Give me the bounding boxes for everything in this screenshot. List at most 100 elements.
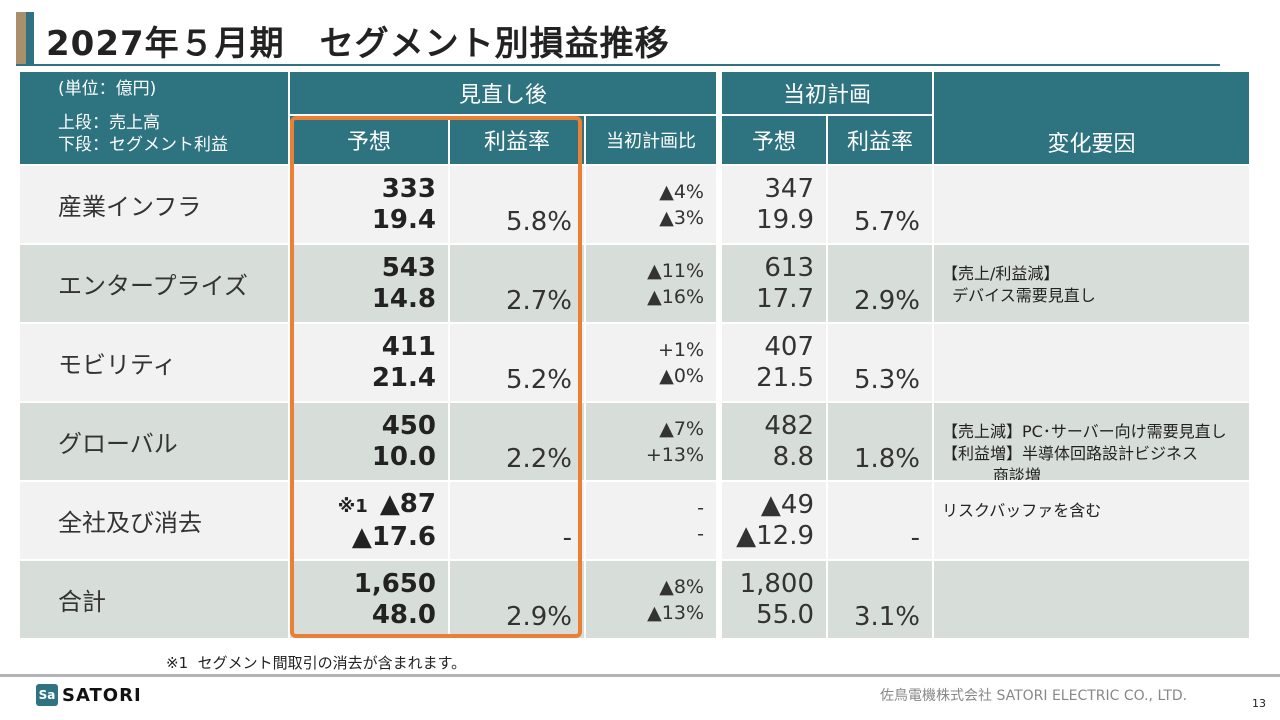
segment-name-cell: 全社及び消去 [20,482,288,559]
logo-text: SATORI [62,684,142,706]
footnote: ※1 セグメント間取引の消去が含まれます。 [166,654,467,672]
forecast-cell: 411 21.4 [290,324,448,401]
reason-cell [934,561,1249,638]
initial-margin-value: 5.3% [853,365,920,395]
forecast-sales: ▲87 [379,488,436,519]
forecast-profit: 21.4 [371,362,436,393]
margin-value: - [562,523,572,553]
initial-profit: ▲12.9 [736,520,814,551]
forecast-profit: 19.4 [371,204,436,235]
margin-value: 2.9% [505,602,572,632]
segment-name-cell: 産業インフラ [20,166,288,243]
col-reason-label: 変化要因 [1047,132,1136,157]
vs-plan-cell: ▲8% ▲13% [586,561,716,638]
vs-plan-cell: ▲11% ▲16% [586,245,716,322]
initial-forecast-cell: 1,800 55.0 [722,561,826,638]
initial-sales: 347 [764,173,814,204]
initial-margin-value: 3.1% [853,602,920,632]
footer-rule [0,674,1280,677]
title-accent [16,12,26,64]
title-rule [16,64,1220,66]
forecast-sales: 543 [381,252,436,283]
segment-name-cell: エンタープライズ [20,245,288,322]
initial-margin-value: 1.8% [853,444,920,474]
col-forecast-initial-header: 予想 [722,116,826,164]
initial-profit: 8.8 [772,441,814,472]
footnote-marker: ※1 [337,495,368,517]
title-bar: 2027年５月期 セグメント別損益推移 [16,10,1220,66]
initial-forecast-cell: 482 8.8 [722,403,826,480]
segment-name: 合計 [58,588,106,616]
reason-cell: 【売上減】PC･サーバー向け需要見直し 【利益増】半導体回路設計ビジネス 商談増 [934,403,1249,480]
vs-plan-sales: ▲11% [647,259,704,282]
margin-value: 5.2% [505,365,572,395]
initial-forecast-cell: 407 21.5 [722,324,826,401]
initial-sales: 482 [764,410,814,441]
margin-cell: 2.7% [450,245,584,322]
reason-cell: 【売上/利益減】 デバイス需要見直し [934,245,1249,322]
vs-plan-cell: ▲7% +13% [586,403,716,480]
initial-forecast-cell: 613 17.7 [722,245,826,322]
group-initial-label: 当初計画 [782,83,871,108]
margin-cell: 2.9% [450,561,584,638]
forecast-sales: 333 [381,173,436,204]
segment-name-cell: モビリティ [20,324,288,401]
segment-name: モビリティ [58,351,177,379]
vs-plan-profit: ▲13% [647,601,704,624]
col-forecast-header-label: 予想 [346,130,391,155]
forecast-cell: 1,650 48.0 [290,561,448,638]
unit-note-line: 上段：売上高 [58,113,160,133]
segment-name: 産業インフラ [58,193,202,221]
vs-plan-sales: +1% [657,338,704,361]
segment-name-cell: 合計 [20,561,288,638]
col-forecast-initial-header-label: 予想 [751,130,796,155]
initial-margin-value: 2.9% [853,286,920,316]
forecast-cell: 543 14.8 [290,245,448,322]
margin-cell: - [450,482,584,559]
vs-plan-sales: - [697,496,704,519]
margin-value: 5.8% [505,207,572,237]
margin-value: 2.2% [505,444,572,474]
col-margin-header-label: 利益率 [483,130,550,155]
initial-margin-value: - [910,523,920,553]
initial-profit: 55.0 [756,599,814,630]
forecast-cell: 450 10.0 [290,403,448,480]
vs-plan-profit: ▲3% [659,206,704,229]
col-vs-plan-header: 当初計画比 [586,116,716,164]
initial-profit: 17.7 [756,283,814,314]
initial-forecast-cell: 347 19.9 [722,166,826,243]
initial-profit: 19.9 [756,204,814,235]
vs-plan-profit: +13% [645,443,704,466]
margin-cell: 5.2% [450,324,584,401]
logo-mark-icon: Sa [36,684,58,706]
initial-margin-value: 5.7% [853,207,920,237]
initial-margin-cell: - [828,482,932,559]
reason-text: 【売上減】PC･サーバー向け需要見直し 【利益増】半導体回路設計ビジネス 商談増 [942,422,1227,480]
forecast-profit: 14.8 [371,283,436,314]
forecast-cell: 333 19.4 [290,166,448,243]
highlight-box [290,116,582,638]
initial-profit: 21.5 [756,362,814,393]
page-title: 2027年５月期 セグメント別損益推移 [46,24,670,64]
initial-sales: 613 [764,252,814,283]
company-logo: Sa SATORI [36,684,142,706]
forecast-profit: 48.0 [371,599,436,630]
margin-value: 2.7% [505,286,572,316]
forecast-sales: 411 [381,331,436,362]
reason-text: リスクバッファを含む [942,501,1102,520]
vs-plan-profit: - [697,522,704,545]
reason-cell [934,324,1249,401]
vs-plan-cell: +1% ▲0% [586,324,716,401]
segment-name-cell: グローバル [20,403,288,480]
page-number: 13 [1252,697,1266,710]
vs-plan-profit: ▲16% [647,285,704,308]
unit-header-cell [20,72,288,164]
reason-text: 【売上/利益減】 デバイス需要見直し [942,264,1096,305]
group-header-after: 見直し後 [290,72,716,114]
initial-margin-cell: 3.1% [828,561,932,638]
unit-note-line: 下段：セグメント利益 [58,135,228,155]
vs-plan-profit: ▲0% [659,364,704,387]
forecast-sales: 450 [381,410,436,441]
title-accent-teal [26,12,34,64]
unit-note-line: (単位：億円) [58,79,157,99]
